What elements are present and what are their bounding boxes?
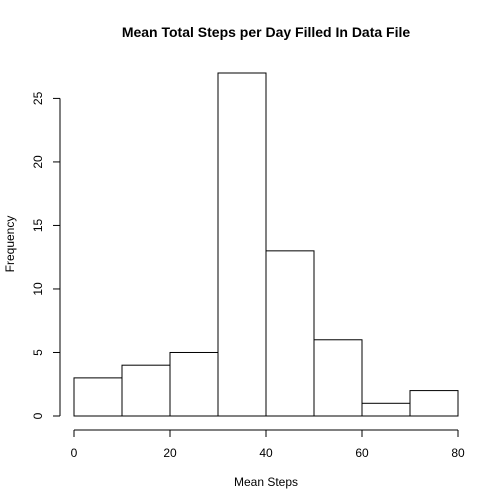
y-axis-label: Frequency	[3, 216, 17, 273]
y-tick-label-15: 15	[31, 218, 45, 232]
x-axis-label: Mean Steps	[234, 475, 298, 489]
x-tick-label-80: 80	[451, 446, 465, 460]
y-tick-label-25: 25	[31, 91, 45, 105]
histogram-bar-50-60	[313, 339, 363, 417]
x-tick-label-40: 40	[259, 446, 273, 460]
histogram-bar-10-20	[121, 364, 171, 417]
histogram-bar-60-70	[361, 402, 411, 417]
y-axis: 0 5 10 15 20 25	[31, 91, 61, 419]
x-axis: 0 20 40 60 80	[71, 429, 465, 460]
x-tick-label-0: 0	[71, 446, 78, 460]
y-tick-label-0: 0	[31, 412, 45, 419]
y-tick-label-20: 20	[31, 155, 45, 169]
chart-title: Mean Total Steps per Day Filled In Data …	[122, 24, 411, 40]
histogram-bar-70-80	[409, 390, 459, 417]
histogram-bar-20-30	[169, 351, 219, 417]
x-tick-label-60: 60	[355, 446, 369, 460]
histogram-bar-30-40	[217, 72, 267, 417]
y-tick-label-5: 5	[31, 349, 45, 356]
histogram-bar-0-10	[73, 377, 123, 417]
y-tick-label-10: 10	[31, 282, 45, 296]
x-tick-label-20: 20	[163, 446, 177, 460]
histogram-bar-40-50	[265, 250, 315, 417]
bars-group	[73, 72, 459, 417]
